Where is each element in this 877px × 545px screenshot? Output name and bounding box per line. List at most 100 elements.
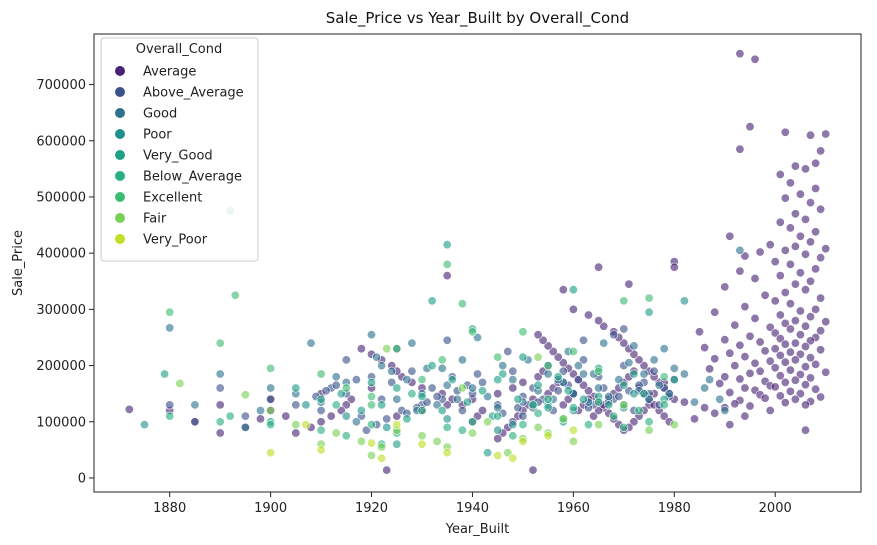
data-point	[366, 391, 376, 401]
data-point	[573, 375, 583, 385]
data-point	[442, 448, 452, 458]
data-point	[775, 310, 785, 320]
data-point	[755, 337, 765, 347]
data-point	[629, 417, 639, 427]
data-point	[316, 425, 326, 435]
data-point	[816, 326, 826, 336]
data-point	[402, 375, 412, 385]
data-point	[437, 363, 447, 373]
data-point	[805, 312, 815, 322]
data-point	[165, 400, 175, 410]
data-point	[745, 122, 755, 132]
data-point	[750, 358, 760, 368]
data-point	[215, 400, 225, 410]
data-point	[503, 346, 513, 356]
data-point	[750, 313, 760, 323]
data-point	[457, 405, 467, 415]
data-point	[160, 369, 170, 379]
data-point	[422, 397, 432, 407]
data-point	[316, 445, 326, 455]
series-fair	[175, 344, 679, 460]
data-point	[377, 400, 387, 410]
data-point	[775, 170, 785, 180]
data-point	[619, 324, 629, 334]
data-point	[715, 378, 725, 388]
data-point	[780, 193, 790, 203]
data-point	[594, 262, 604, 272]
y-tick-label: 100000	[36, 415, 86, 430]
data-point	[215, 428, 225, 438]
x-tick-label: 1880	[153, 501, 186, 516]
data-point	[745, 368, 755, 378]
data-point	[705, 364, 715, 374]
data-point	[467, 327, 477, 337]
data-point	[498, 369, 508, 379]
data-point	[387, 366, 397, 376]
data-point	[770, 328, 780, 338]
y-tick-label: 0	[78, 471, 86, 486]
data-point	[710, 307, 720, 317]
data-point	[811, 227, 821, 237]
data-point	[775, 350, 785, 360]
data-point	[518, 436, 528, 446]
data-point	[785, 365, 795, 375]
data-point	[775, 271, 785, 281]
data-point	[770, 296, 780, 306]
data-point	[356, 344, 366, 354]
data-point	[659, 400, 669, 410]
data-point	[578, 380, 588, 390]
x-tick-label: 1960	[557, 501, 590, 516]
data-point	[382, 414, 392, 424]
data-point	[498, 361, 508, 371]
data-point	[816, 392, 826, 402]
data-point	[316, 369, 326, 379]
data-point	[543, 361, 553, 371]
data-point	[604, 391, 614, 401]
data-point	[669, 375, 679, 385]
legend-label: Above_Average	[143, 86, 244, 101]
data-point	[366, 450, 376, 460]
y-tick-label: 200000	[36, 359, 86, 374]
data-point	[805, 353, 815, 363]
data-point	[366, 330, 376, 340]
data-point	[785, 259, 795, 269]
data-point	[573, 361, 583, 371]
y-tick-label: 700000	[36, 78, 86, 93]
data-point	[427, 361, 437, 371]
data-point	[821, 317, 831, 327]
data-point	[664, 389, 674, 399]
data-point	[594, 316, 604, 326]
data-point	[513, 394, 523, 404]
data-point	[215, 417, 225, 427]
data-point	[780, 127, 790, 137]
data-point	[417, 375, 427, 385]
data-point	[790, 394, 800, 404]
data-point	[255, 405, 265, 415]
data-point	[795, 349, 805, 359]
data-point	[669, 420, 679, 430]
data-point	[392, 394, 402, 404]
data-point	[225, 411, 235, 421]
data-point	[594, 397, 604, 407]
data-point	[816, 293, 826, 303]
data-point	[568, 436, 578, 446]
data-point	[811, 304, 821, 314]
data-point	[780, 357, 790, 367]
data-point	[442, 271, 452, 281]
legend: Overall_Cond Average Above_Average Good Poo…	[100, 37, 259, 262]
data-point	[493, 375, 503, 385]
data-point	[543, 403, 553, 413]
data-point	[780, 398, 790, 408]
data-point	[720, 405, 730, 415]
data-point	[735, 374, 745, 384]
data-point	[493, 352, 503, 362]
data-point	[790, 355, 800, 365]
data-point	[795, 306, 805, 316]
data-point	[599, 321, 609, 331]
data-point	[604, 400, 614, 410]
data-point	[594, 383, 604, 393]
data-point	[740, 251, 750, 261]
data-point	[457, 425, 467, 435]
data-point	[800, 249, 810, 259]
data-point	[750, 273, 760, 283]
